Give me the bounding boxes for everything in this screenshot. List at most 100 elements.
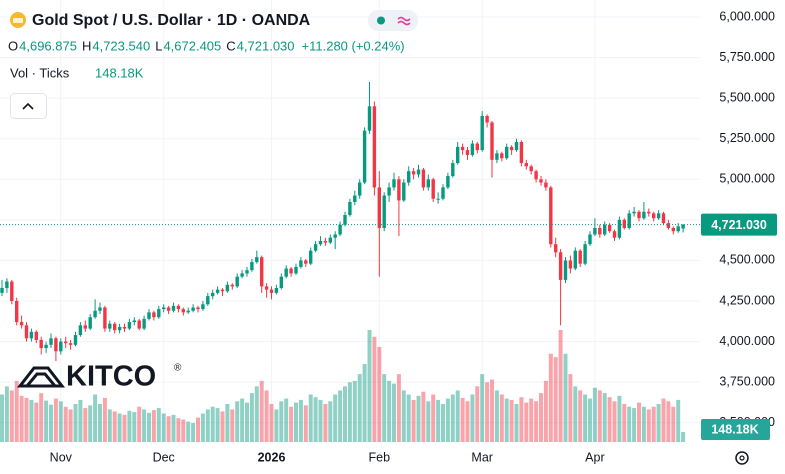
- volume-bar: [0, 394, 4, 442]
- last-price-box: [701, 213, 777, 236]
- volume-bar: [161, 413, 166, 442]
- volume-bar: [210, 406, 215, 442]
- settings-icon: [735, 451, 749, 465]
- volume-bar: [592, 387, 597, 442]
- candle-body: [529, 166, 533, 172]
- candle-body: [83, 325, 87, 329]
- volume-bar: [553, 357, 558, 442]
- candle-body: [348, 202, 352, 215]
- logo-text: KITCO: [66, 361, 156, 393]
- candle-body: [460, 146, 465, 151]
- candle-body: [260, 257, 264, 287]
- candle-body: [372, 106, 377, 188]
- volume-bar: [534, 401, 539, 442]
- candle-body: [269, 289, 274, 293]
- candle-body: [416, 169, 421, 175]
- ohlc-value: 4,721.030: [237, 38, 295, 53]
- volume-bar: [401, 390, 406, 442]
- volume-bar: [230, 409, 235, 442]
- candle-body: [382, 195, 386, 228]
- candle-body: [264, 286, 269, 290]
- status-open-dot: [377, 16, 385, 25]
- candle-body: [554, 244, 558, 253]
- collapse-button[interactable]: [10, 93, 47, 119]
- volume-bar: [436, 399, 441, 442]
- volume-bar: [470, 394, 475, 442]
- volume-bar: [494, 390, 499, 442]
- candle-body: [255, 257, 259, 263]
- candle-body: [652, 213, 656, 219]
- status-badge[interactable]: [368, 10, 418, 31]
- volume-bar: [14, 380, 19, 442]
- ohlc-key: C: [226, 38, 235, 53]
- candle-body: [113, 323, 117, 331]
- volume-value: 148.18K: [95, 65, 144, 80]
- candle-body: [573, 250, 577, 269]
- candle-body: [485, 116, 489, 123]
- collapse-icon: [22, 102, 34, 110]
- candle-body: [387, 187, 391, 196]
- volume-bar: [112, 411, 117, 442]
- volume-bar: [490, 379, 494, 442]
- volume-bar: [362, 363, 367, 442]
- volume-bar: [142, 409, 147, 442]
- volume-bar: [499, 394, 504, 442]
- volume-bar: [78, 399, 83, 442]
- symbol-icon-bar: [13, 18, 23, 23]
- candle-body: [284, 268, 288, 277]
- volume-bar: [548, 353, 553, 442]
- candle-body: [392, 179, 396, 188]
- candle-body: [558, 252, 563, 280]
- ohlc-value: 4,672.405: [163, 38, 221, 53]
- candle-body: [132, 320, 136, 323]
- candle-body: [534, 171, 538, 180]
- volume-bar: [19, 395, 24, 442]
- candle-body: [294, 266, 298, 274]
- volume-bar: [607, 397, 612, 442]
- symbol-title[interactable]: Gold Spot / U.S. Dollar · 1D · OANDA: [32, 12, 311, 29]
- volume-bar: [132, 412, 137, 442]
- volume-bar: [39, 393, 44, 442]
- volume-bar: [612, 401, 617, 442]
- volume-bar: [102, 397, 107, 442]
- volume-bar: [597, 390, 602, 442]
- volume-bar: [176, 418, 181, 442]
- candle-body: [362, 130, 367, 183]
- candle-body: [274, 288, 279, 293]
- candle-body: [240, 273, 244, 277]
- candle-body: [44, 344, 48, 349]
- volume-bar: [73, 403, 78, 442]
- volume-bar: [137, 406, 142, 442]
- volume-bar: [602, 393, 607, 442]
- logo-sign: ®: [174, 363, 182, 374]
- volume-bar: [279, 401, 284, 442]
- candle-body: [676, 226, 680, 232]
- last-volume-label: 148.18K: [711, 422, 758, 436]
- volume-bar: [127, 410, 132, 442]
- volume-bar: [568, 374, 573, 442]
- x-tick-label: Nov: [50, 450, 73, 464]
- volume-bar: [406, 394, 411, 442]
- candle-body: [465, 150, 470, 155]
- candle-body: [313, 244, 318, 251]
- volume-bar: [107, 409, 112, 442]
- settings[interactable]: [735, 451, 749, 465]
- candle-body: [377, 187, 381, 228]
- volume-bar: [632, 408, 637, 442]
- y-tick-label: 6,000.000: [719, 9, 775, 23]
- candle-body: [162, 307, 166, 310]
- volume-bar: [24, 397, 29, 442]
- candle-body: [426, 179, 430, 188]
- settings-icon-center: [739, 455, 745, 461]
- volume-bar: [622, 403, 627, 442]
- candle-body: [495, 153, 499, 160]
- last-volume-box: [701, 419, 770, 440]
- volume-bar: [338, 390, 343, 442]
- candle-body: [549, 187, 553, 245]
- ohlc-value: 4,696.875: [19, 38, 77, 53]
- x-tick-label: 2026: [258, 450, 286, 464]
- candle-body: [647, 211, 651, 214]
- volume-bar: [171, 414, 176, 442]
- candle-body: [299, 260, 303, 267]
- candle-body: [24, 325, 29, 339]
